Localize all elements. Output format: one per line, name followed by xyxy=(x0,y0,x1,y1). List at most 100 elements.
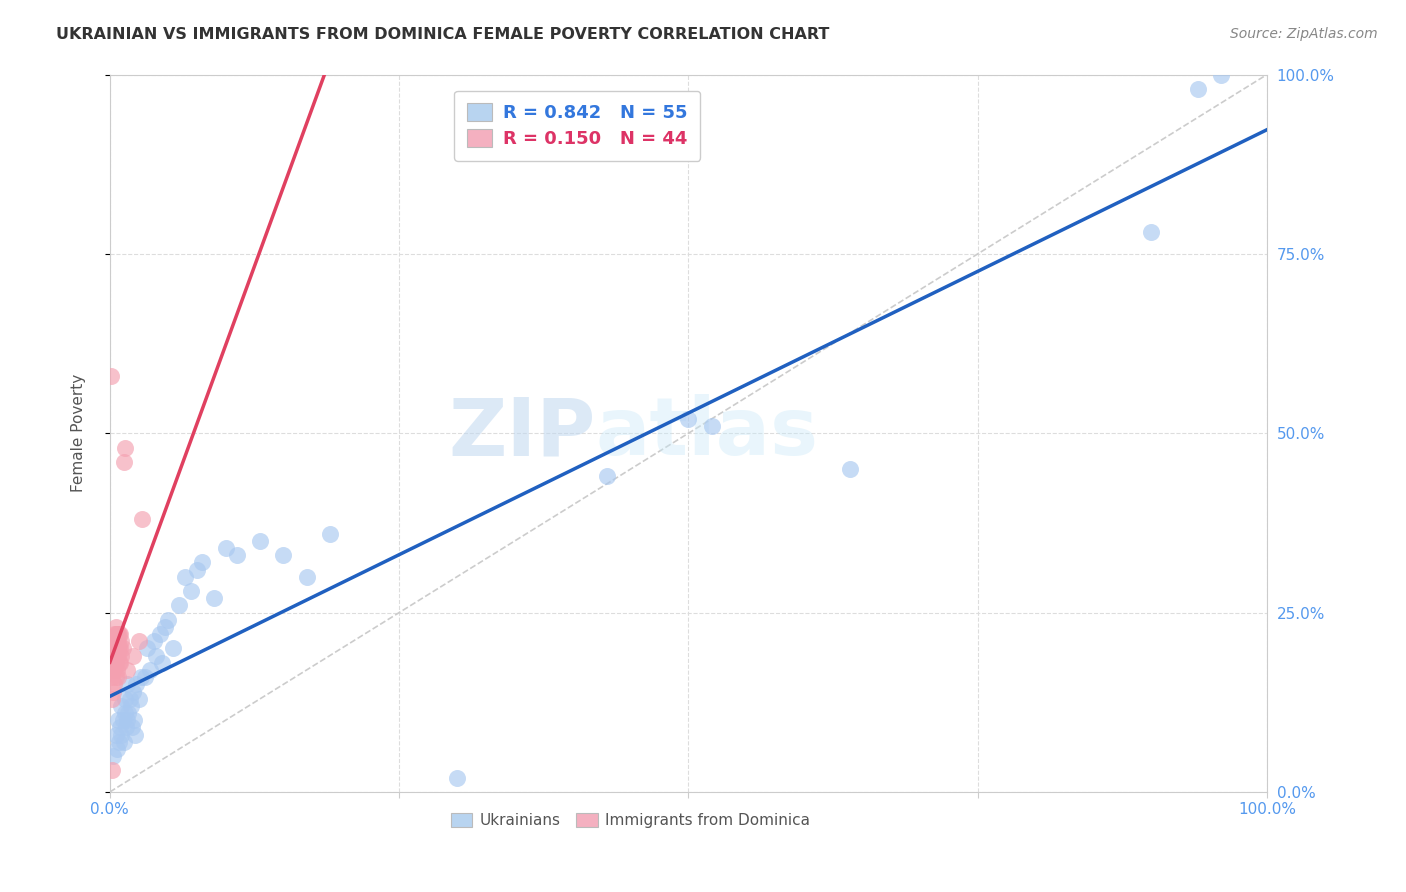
Point xyxy=(118,691,141,706)
Point xyxy=(678,412,700,426)
Point xyxy=(104,627,127,641)
Point xyxy=(112,735,135,749)
Point xyxy=(100,368,122,383)
Point xyxy=(103,677,125,691)
Point xyxy=(104,620,127,634)
Point xyxy=(103,749,125,764)
Point xyxy=(104,728,127,742)
Point xyxy=(145,648,167,663)
Point xyxy=(104,656,127,670)
Point xyxy=(295,570,318,584)
Point xyxy=(110,656,132,670)
Point xyxy=(596,469,619,483)
Point xyxy=(107,627,129,641)
Point xyxy=(112,455,135,469)
Point xyxy=(101,764,124,778)
Point xyxy=(134,670,156,684)
Point xyxy=(117,706,139,720)
Point xyxy=(107,641,129,656)
Point xyxy=(105,641,128,656)
Point xyxy=(104,634,127,648)
Point xyxy=(128,634,150,648)
Point xyxy=(122,713,145,727)
Point xyxy=(1187,82,1209,96)
Point xyxy=(446,771,468,785)
Point xyxy=(186,563,208,577)
Point xyxy=(101,670,124,684)
Point xyxy=(110,634,132,648)
Point xyxy=(1140,225,1163,239)
Point xyxy=(122,684,145,698)
Point xyxy=(125,677,148,691)
Legend: Ukrainians, Immigrants from Dominica: Ukrainians, Immigrants from Dominica xyxy=(444,807,817,835)
Point xyxy=(135,641,157,656)
Point xyxy=(115,720,138,734)
Text: UKRAINIAN VS IMMIGRANTS FROM DOMINICA FEMALE POVERTY CORRELATION CHART: UKRAINIAN VS IMMIGRANTS FROM DOMINICA FE… xyxy=(56,27,830,42)
Point xyxy=(155,620,177,634)
Point xyxy=(110,728,132,742)
Point xyxy=(128,691,150,706)
Point xyxy=(114,706,136,720)
Point xyxy=(104,648,127,663)
Text: Source: ZipAtlas.com: Source: ZipAtlas.com xyxy=(1230,27,1378,41)
Point xyxy=(174,570,197,584)
Point xyxy=(104,670,127,684)
Point xyxy=(111,713,134,727)
Point xyxy=(226,548,249,562)
Point xyxy=(110,648,132,663)
Point xyxy=(101,691,124,706)
Point xyxy=(105,627,128,641)
Point xyxy=(103,656,125,670)
Point xyxy=(107,713,129,727)
Point xyxy=(122,648,145,663)
Point xyxy=(108,641,131,656)
Point xyxy=(129,670,152,684)
Point xyxy=(107,634,129,648)
Point xyxy=(107,670,129,684)
Point xyxy=(319,526,342,541)
Point xyxy=(202,591,225,606)
Point xyxy=(103,641,125,656)
Text: ZIP: ZIP xyxy=(449,394,596,472)
Point xyxy=(249,533,271,548)
Point xyxy=(115,677,138,691)
Point xyxy=(169,599,191,613)
Point xyxy=(110,698,132,713)
Point xyxy=(105,648,128,663)
Point xyxy=(121,720,143,734)
Point xyxy=(214,541,236,555)
Point xyxy=(115,713,138,727)
Point xyxy=(103,627,125,641)
Point xyxy=(103,684,125,698)
Point xyxy=(103,634,125,648)
Point xyxy=(111,641,134,656)
Point xyxy=(107,648,129,663)
Point xyxy=(124,728,146,742)
Point xyxy=(150,656,173,670)
Point xyxy=(191,555,214,569)
Point xyxy=(110,720,132,734)
Point xyxy=(110,627,132,641)
Point xyxy=(1209,68,1232,82)
Point xyxy=(105,634,128,648)
Point xyxy=(162,641,184,656)
Point xyxy=(180,584,202,599)
Point xyxy=(108,735,131,749)
Point xyxy=(108,627,131,641)
Point xyxy=(149,627,172,641)
Point xyxy=(156,613,179,627)
Point xyxy=(103,648,125,663)
Point xyxy=(700,419,723,434)
Y-axis label: Female Poverty: Female Poverty xyxy=(72,374,86,492)
Point xyxy=(105,742,128,756)
Point xyxy=(139,663,162,677)
Point xyxy=(142,634,165,648)
Point xyxy=(114,441,136,455)
Point xyxy=(105,663,128,677)
Point xyxy=(103,663,125,677)
Point xyxy=(110,641,132,656)
Point xyxy=(131,512,153,526)
Point xyxy=(839,462,862,476)
Point xyxy=(114,691,136,706)
Text: atlas: atlas xyxy=(596,394,818,472)
